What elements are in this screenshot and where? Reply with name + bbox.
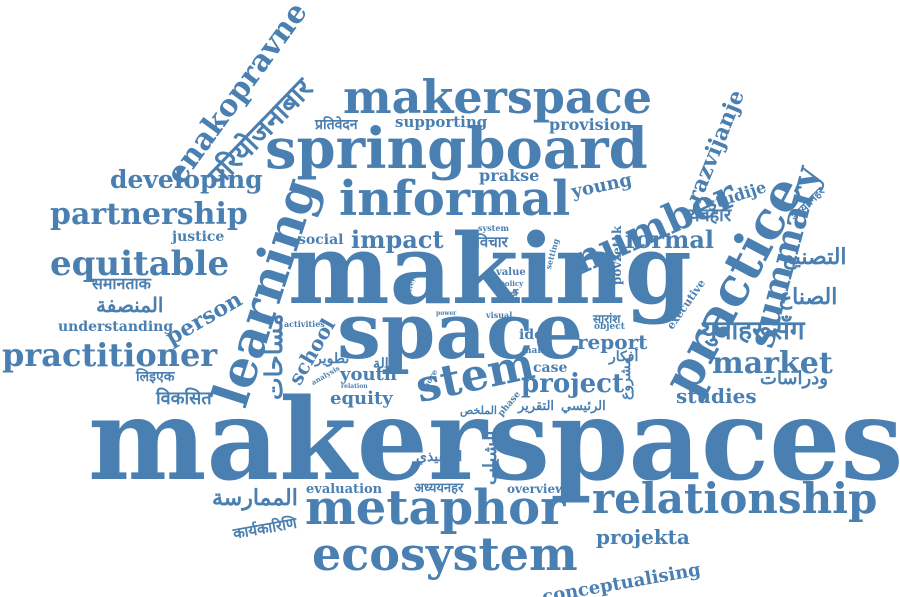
word-yuvaharusang: युवाहरूसँग bbox=[702, 316, 805, 346]
word-projekta: projekta bbox=[596, 525, 690, 549]
word-vichar: विचार bbox=[476, 233, 508, 251]
word-alsunna: الصناع bbox=[779, 284, 838, 310]
word-equitable: equitable bbox=[50, 244, 230, 284]
word-masahat: مساحات bbox=[259, 313, 288, 400]
word-relationship: relationship bbox=[592, 474, 878, 523]
word-impact: impact bbox=[351, 225, 444, 254]
word-liiek: लिइएक bbox=[136, 369, 175, 385]
word-object: object bbox=[594, 322, 625, 332]
word-visual: visual bbox=[486, 310, 513, 320]
word-springboard: springboard bbox=[265, 116, 648, 182]
word-overview: overview bbox=[507, 482, 566, 496]
word-almunsifa: المنصفة bbox=[96, 293, 164, 317]
word-value: value bbox=[496, 267, 526, 278]
word-informal: informal bbox=[339, 171, 571, 227]
word-altanfidhi: التنفيذي bbox=[416, 449, 463, 465]
word-tatwir: تطوير bbox=[315, 351, 350, 367]
word-alraisi: الرئيسي bbox=[561, 399, 606, 414]
word-space: space bbox=[337, 286, 584, 377]
word-provision: provision bbox=[549, 115, 633, 134]
word-altaqrir: التقرير bbox=[518, 399, 555, 414]
word-system: system bbox=[478, 223, 509, 233]
word-povzetek: povzetek bbox=[610, 225, 624, 285]
word-developing: developing bbox=[110, 165, 263, 194]
word-partnership: partnership bbox=[50, 197, 248, 232]
word-altasni: التصنيع bbox=[783, 244, 847, 270]
word-power: power bbox=[436, 310, 457, 317]
word-vyavahar: व्यवहार bbox=[683, 205, 732, 226]
word-studies: studies bbox=[676, 384, 757, 408]
word-hala: حالة bbox=[373, 356, 398, 372]
word-idea: idea bbox=[519, 327, 553, 343]
word-main: main bbox=[522, 346, 548, 356]
word-mashru: مشروع bbox=[618, 357, 634, 400]
word-adhyayanhar-1: अध्ययनहर bbox=[414, 481, 464, 496]
word-almumarasa: الممارسة bbox=[212, 485, 298, 511]
word-almulakhas: الملخص bbox=[460, 404, 497, 417]
word-makerspaces: makerspaces bbox=[88, 375, 900, 506]
word-afkar: أفكار bbox=[609, 349, 639, 365]
word-relation: relation bbox=[341, 383, 368, 390]
word-formal: formal bbox=[625, 225, 715, 254]
word-understanding: understanding bbox=[58, 319, 174, 335]
word-youth: youth bbox=[340, 364, 397, 385]
word-activities: activities bbox=[284, 319, 325, 329]
word-ecosystem: ecosystem bbox=[312, 527, 578, 581]
word-samanatak: समानताक bbox=[92, 274, 151, 293]
word-karyakarini: कार्यकारिणि bbox=[231, 513, 299, 543]
word-data: data bbox=[464, 299, 477, 305]
word-makerspace: makerspace bbox=[343, 70, 652, 124]
word-alshabab: الشباب bbox=[480, 430, 501, 485]
word-policy: policy bbox=[500, 279, 524, 288]
word-gardai: गर्दै bbox=[505, 289, 519, 303]
word-viksit: विकसित bbox=[156, 388, 212, 409]
word-wadirasat: ودراسات bbox=[760, 368, 828, 389]
word-making: making bbox=[288, 213, 692, 326]
word-evaluation: evaluation bbox=[306, 482, 383, 497]
word-equity: equity bbox=[330, 388, 393, 409]
word-market: market bbox=[712, 346, 833, 381]
word-case: case bbox=[533, 360, 568, 376]
word-project: project bbox=[521, 369, 625, 399]
word-justice: justice bbox=[172, 229, 225, 245]
word-saransh: सारांश bbox=[593, 312, 621, 326]
word-prativedan: प्रतिवेदन bbox=[315, 117, 358, 133]
word-supporting: supporting bbox=[395, 113, 488, 131]
word-social: social bbox=[298, 232, 344, 248]
word-report: report bbox=[577, 330, 648, 354]
word-metaphor: metaphor bbox=[305, 480, 566, 536]
word-practitioner: practitioner bbox=[2, 336, 218, 374]
word-prakse: prakse bbox=[479, 166, 540, 185]
